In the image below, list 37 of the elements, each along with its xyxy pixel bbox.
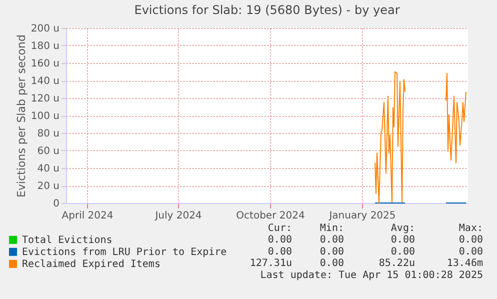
x-tick-label: July 2024 bbox=[154, 210, 202, 222]
y-tick-label: 20 u bbox=[37, 181, 60, 192]
text: 0.00 bbox=[320, 246, 344, 258]
text: 0.00 bbox=[320, 258, 344, 270]
y-tick-label: 80 u bbox=[37, 128, 60, 140]
y-tick-label: 100 u bbox=[30, 111, 60, 122]
text: Last update: Tue Apr 15 01:00:28 2025 bbox=[260, 270, 483, 281]
y-tick-label: 40 u bbox=[37, 164, 60, 174]
y-tick-label: 200 u bbox=[30, 24, 60, 34]
text: 0.00 bbox=[458, 234, 483, 246]
y-tick-label: 160 u bbox=[30, 58, 60, 70]
text: Cur: bbox=[268, 223, 292, 234]
text: 0.00 bbox=[390, 234, 415, 246]
y-tick-label: 140 u bbox=[30, 76, 60, 87]
text: 0.00 bbox=[268, 246, 292, 258]
y-tick-label: 60 u bbox=[37, 146, 60, 157]
chart-title: Evictions for Slab: 19 (5680 Bytes) - by year bbox=[134, 3, 400, 17]
text: 0.00 bbox=[320, 234, 344, 246]
legend-label: Total Evictions bbox=[22, 234, 112, 246]
x-tick-label: April 2024 bbox=[62, 210, 114, 222]
text: 0.00 bbox=[458, 246, 483, 258]
text: 85.22u bbox=[378, 258, 415, 270]
y-tick-label: 120 u bbox=[30, 94, 60, 104]
y-axis-title: Evictions per Slab per second bbox=[14, 34, 28, 198]
x-tick-label: October 2024 bbox=[236, 210, 305, 222]
text: 127.31u bbox=[250, 258, 292, 270]
y-tick-label: 0 bbox=[53, 198, 60, 210]
text: 0.00 bbox=[268, 234, 292, 246]
y-tick-label: 180 u bbox=[30, 41, 60, 52]
text: Avg: bbox=[390, 223, 415, 234]
text: Max: bbox=[458, 223, 483, 234]
text: Min: bbox=[320, 223, 344, 234]
x-tick-label: January 2025 bbox=[328, 210, 396, 222]
text: 13.46m bbox=[446, 258, 483, 270]
legend-label: Reclaimed Expired Items bbox=[22, 258, 160, 270]
text: 0.00 bbox=[390, 246, 415, 258]
legend-label: Evictions from LRU Prior to Expire bbox=[22, 246, 227, 258]
